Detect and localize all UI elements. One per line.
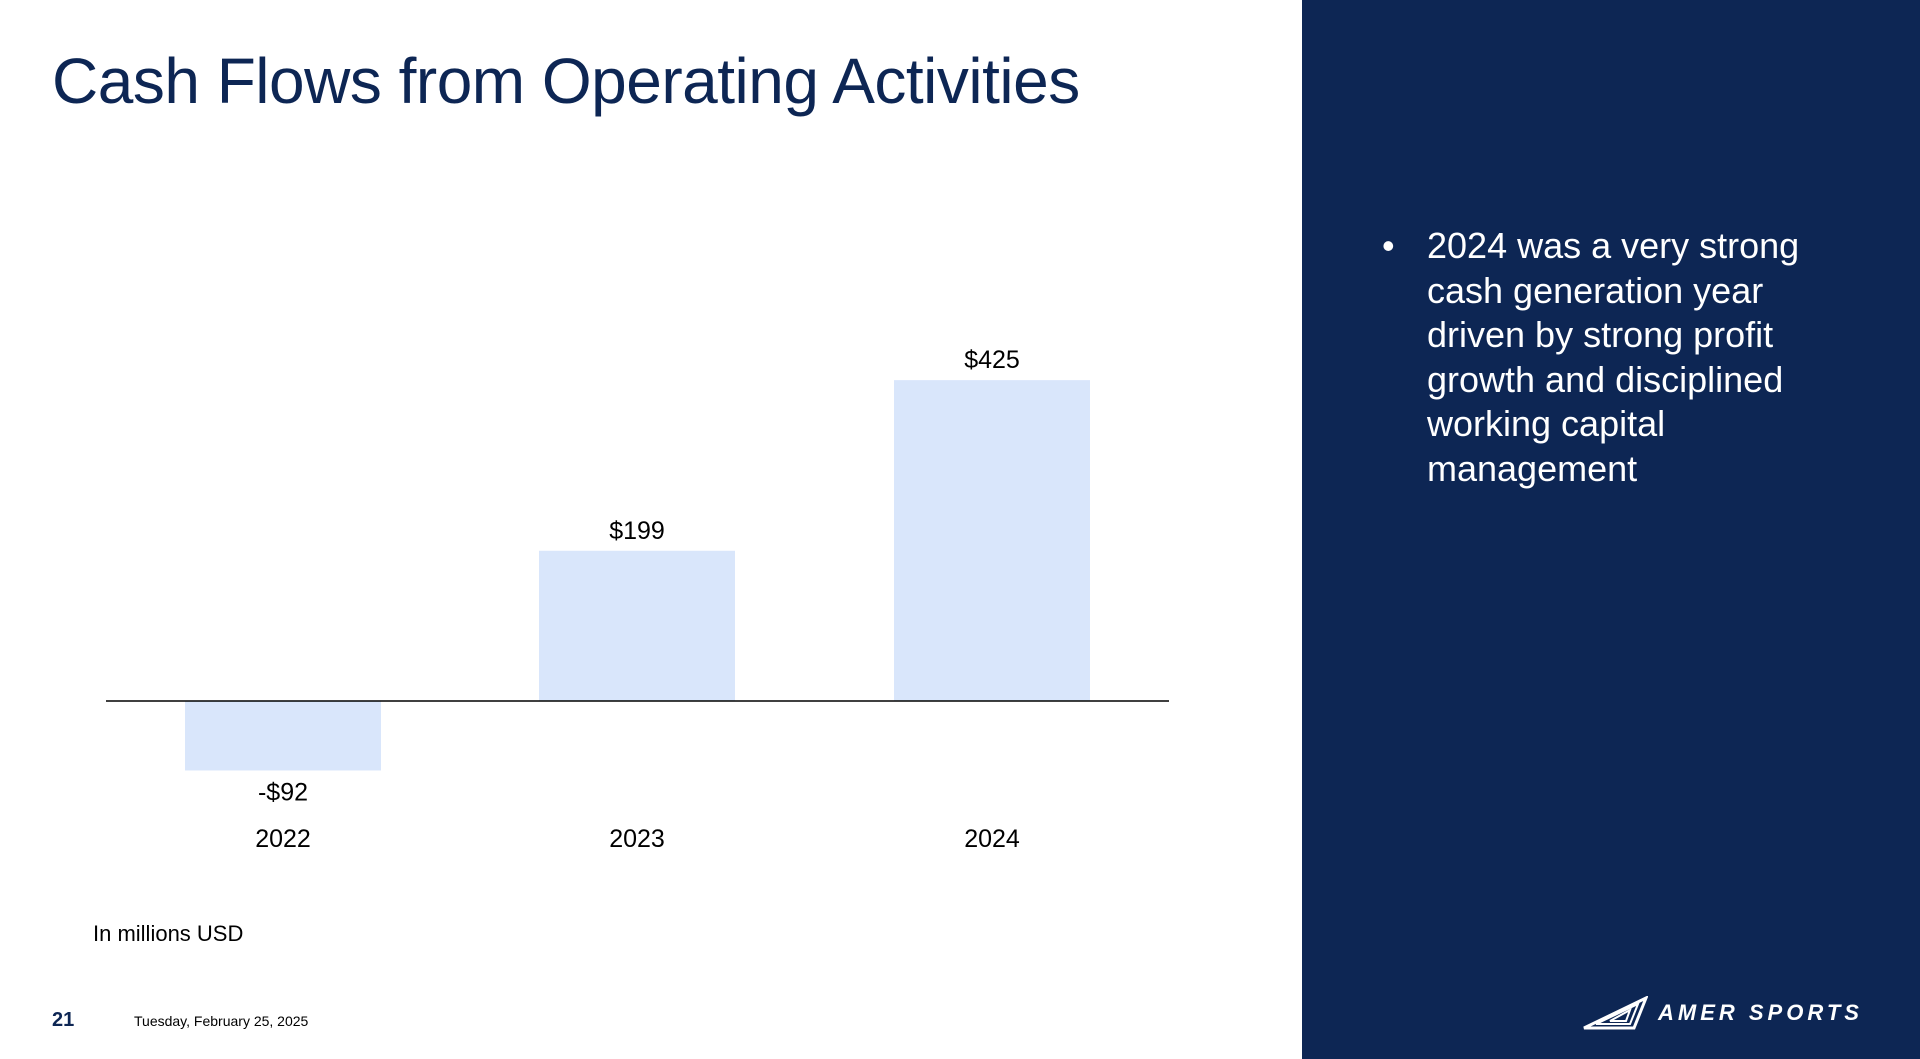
slide-date: Tuesday, February 25, 2025	[134, 1013, 309, 1029]
bullet-text: 2024 was a very strong cash generation y…	[1427, 225, 1800, 489]
data-label-2024: $425	[964, 346, 1020, 374]
slide-title: Cash Flows from Operating Activities	[52, 45, 1080, 117]
amer-sports-logo: AMER SPORTS	[1582, 996, 1863, 1030]
logo-sail-icon	[1583, 996, 1648, 1030]
data-label-2022: -$92	[258, 778, 308, 806]
x-tick-label-2024: 2024	[964, 825, 1020, 853]
logo-text: AMER SPORTS	[1658, 1000, 1863, 1025]
bar-2024	[894, 380, 1090, 701]
bar-2022	[185, 701, 381, 771]
bar-chart: -$92 2022 $199 2023 $425 2024	[106, 346, 1169, 853]
x-tick-label-2022: 2022	[255, 825, 311, 853]
commentary-panel: • 2024 was a very strong cash generation…	[1302, 0, 1920, 1059]
data-label-2023: $199	[609, 517, 665, 545]
bullet-marker: •	[1382, 225, 1395, 266]
page-number: 21	[52, 1009, 75, 1031]
x-tick-label-2023: 2023	[609, 825, 665, 853]
unit-note: In millions USD	[93, 921, 244, 946]
bar-2023	[539, 550, 735, 701]
